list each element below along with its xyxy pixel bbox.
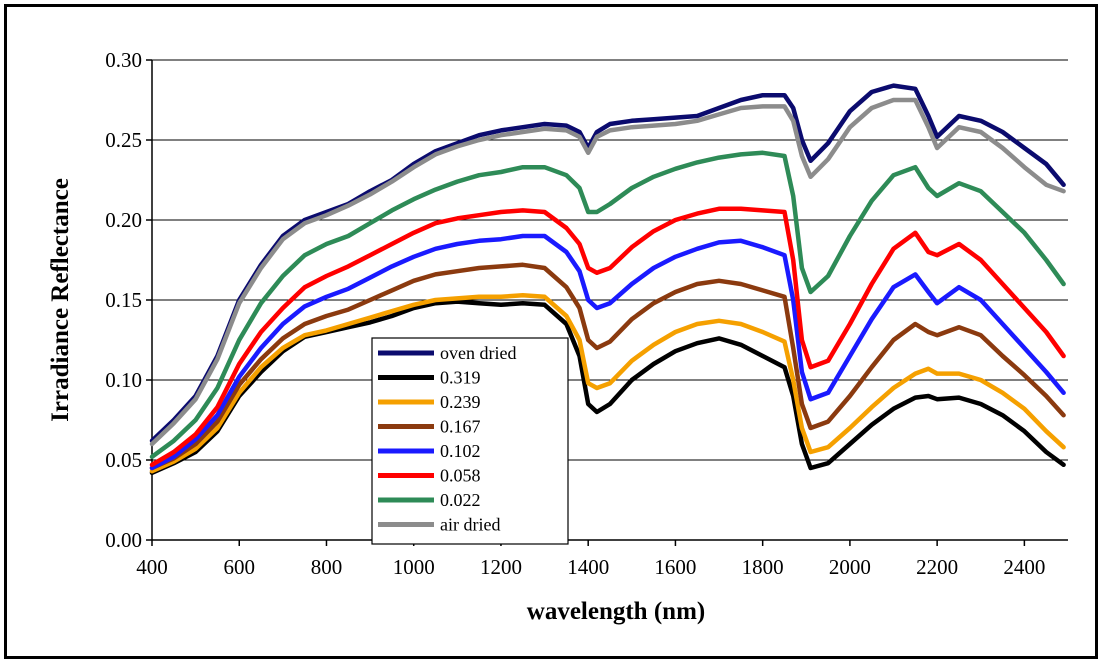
x-axis-title: wavelength (nm) bbox=[527, 598, 705, 625]
legend-box bbox=[371, 337, 569, 545]
legend-label: 0.167 bbox=[440, 417, 481, 437]
x-tick-label: 400 bbox=[136, 555, 168, 579]
y-tick-label: 0.20 bbox=[105, 208, 142, 232]
x-tick-label: 2000 bbox=[829, 555, 871, 579]
series-line-2 bbox=[149, 299, 1066, 476]
y-tick-label: 0.00 bbox=[105, 528, 142, 552]
x-tick-label: 1200 bbox=[480, 555, 522, 579]
y-tick-label: 0.25 bbox=[105, 128, 142, 152]
tick-labels: 0.00 0.05 0.10 0.15 0.20 0.25 0.30 400 600 800 100… bbox=[105, 48, 1045, 579]
y-tick-label: 0.10 bbox=[105, 368, 142, 392]
series-line-7 bbox=[149, 150, 1066, 460]
axes bbox=[146, 59, 1068, 546]
legend-label: oven dried bbox=[440, 343, 516, 363]
legend-label: air dried bbox=[440, 515, 500, 535]
legend-label: 0.239 bbox=[440, 392, 481, 412]
x-tick-label: 1000 bbox=[393, 555, 435, 579]
x-tick-label: 1800 bbox=[742, 555, 784, 579]
y-tick-label: 0.30 bbox=[105, 48, 142, 72]
y-tick-label: 0.05 bbox=[105, 448, 142, 472]
series-line-6 bbox=[149, 206, 1066, 468]
legend-label: 0.022 bbox=[440, 490, 481, 510]
figure-frame bbox=[4, 4, 1098, 659]
x-tick-label: 1600 bbox=[654, 555, 696, 579]
series-line-5 bbox=[149, 233, 1066, 471]
series-line-3 bbox=[149, 292, 1066, 474]
x-tick-label: 1400 bbox=[567, 555, 609, 579]
legend: oven dried 0.319 0.239 0.167 0.102 0.058 0.022… bbox=[371, 337, 569, 545]
series-line-4 bbox=[149, 262, 1066, 471]
legend-label: 0.102 bbox=[440, 441, 481, 461]
series-line-1 bbox=[149, 83, 1066, 444]
x-tick-label: 800 bbox=[311, 555, 343, 579]
legend-label: 0.319 bbox=[440, 368, 481, 388]
gridlines bbox=[152, 59, 1068, 461]
series-line-8 bbox=[149, 97, 1066, 447]
y-tick-label: 0.15 bbox=[105, 288, 142, 312]
legend-label: 0.058 bbox=[440, 466, 481, 486]
y-axis-title: Irradiance Reflectance bbox=[47, 178, 74, 422]
x-tick-label: 600 bbox=[223, 555, 255, 579]
x-tick-label: 2400 bbox=[1003, 555, 1045, 579]
series-lines bbox=[149, 83, 1066, 476]
x-tick-label: 2200 bbox=[916, 555, 958, 579]
